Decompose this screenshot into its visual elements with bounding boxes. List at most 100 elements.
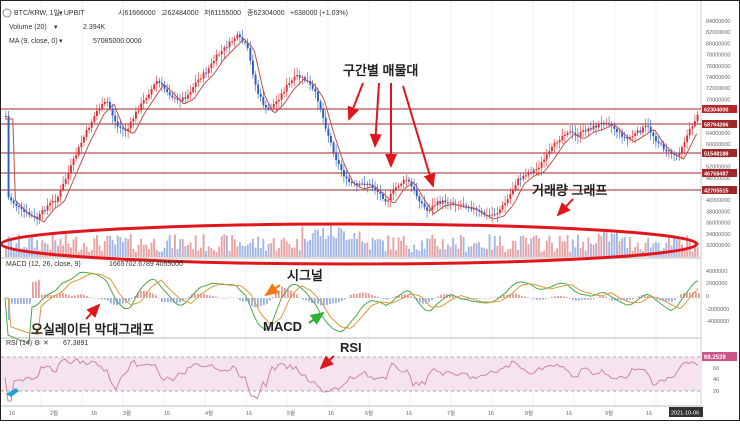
candle-body	[592, 125, 595, 130]
volume-bar	[486, 248, 488, 257]
candle-body	[686, 135, 689, 142]
macd-histogram-bar	[290, 290, 292, 298]
volume-bar	[101, 250, 104, 257]
macd-legend-label[interactable]: MACD (12, 26, close, 9)	[6, 261, 81, 268]
macd-histogram-bar	[422, 298, 424, 304]
volume-bar	[335, 238, 338, 257]
candle-body	[423, 203, 426, 208]
candle-body	[608, 123, 611, 125]
volume-bar	[332, 236, 335, 257]
candle-body	[392, 189, 395, 194]
chevron-down-icon[interactable]: ▾	[59, 38, 63, 45]
candle-body	[59, 189, 62, 197]
time-axis-label: 16	[566, 411, 572, 417]
volume-bar	[470, 246, 473, 257]
volume-bar	[397, 237, 400, 257]
candle-body	[538, 167, 540, 170]
candle-body	[379, 192, 382, 194]
volume-bar	[600, 235, 603, 257]
volume-bar	[618, 241, 621, 257]
macd-histogram-bar	[281, 286, 283, 298]
candle-body	[506, 199, 509, 204]
volume-legend-label[interactable]: Volume (20)	[9, 24, 47, 31]
macd-histogram-bar	[656, 298, 658, 300]
chevron-down-icon[interactable]: ▾	[54, 24, 58, 31]
candle-body	[496, 213, 499, 215]
candle-body	[140, 103, 143, 111]
volume-bar	[106, 235, 109, 257]
candle-body	[267, 107, 270, 109]
volume-bar	[311, 233, 314, 257]
volume-bar	[249, 242, 252, 257]
candle-body	[205, 72, 208, 74]
ohlc-close: 종62304000	[247, 9, 285, 17]
volume-bar	[187, 244, 189, 257]
candle-body	[421, 201, 423, 204]
candle-body	[639, 130, 642, 133]
symbol-title[interactable]: BTC/KRW, 1일, UPBIT	[14, 8, 85, 17]
macd-histogram-bar	[89, 297, 91, 298]
volume-bar	[59, 238, 62, 257]
candle-body	[691, 126, 694, 129]
candle-body	[309, 81, 312, 85]
candle-body	[514, 185, 517, 190]
volume-bar	[535, 235, 538, 257]
volume-bar	[293, 247, 296, 257]
volume-bar	[408, 248, 410, 257]
candle-body	[10, 197, 13, 201]
candle-body	[57, 196, 59, 202]
volume-bar	[597, 233, 600, 257]
ma-legend-label[interactable]: MA (9, close, 0)	[9, 38, 58, 45]
candle-body	[387, 200, 390, 202]
macd-histogram-bar	[677, 297, 679, 299]
candle-body	[519, 178, 522, 180]
macd-histogram-bar	[413, 298, 415, 299]
macd-histogram-bar	[194, 293, 196, 298]
annotation-arrow	[308, 311, 325, 325]
macd-histogram-bar	[377, 296, 379, 298]
candle-body	[150, 89, 153, 95]
macd-histogram-bar	[44, 294, 46, 298]
price-axis-label: 80000000	[706, 41, 730, 47]
volume-bar	[675, 238, 678, 257]
candle-body	[207, 68, 210, 74]
candle-body	[600, 122, 603, 125]
candle-body	[148, 94, 150, 99]
candle-body	[145, 98, 148, 101]
candle-body	[98, 109, 101, 111]
volume-bar	[80, 249, 83, 257]
macd-histogram-bar	[467, 298, 469, 300]
level-badge-text: 51548188	[704, 152, 728, 158]
volume-bar	[62, 245, 65, 257]
volume-bar	[298, 250, 301, 257]
annotation-arrow	[347, 82, 364, 121]
volume-bar	[366, 242, 369, 257]
volume-bar	[200, 247, 202, 257]
candle-body	[106, 101, 109, 103]
close-icon[interactable]: ✕	[43, 340, 49, 347]
macd-histogram-bar	[545, 298, 547, 299]
candle-body	[129, 121, 132, 129]
volume-bar	[434, 238, 436, 257]
macd-histogram-bar	[101, 298, 103, 300]
candle-body	[197, 79, 200, 83]
candle-body	[241, 37, 244, 42]
macd-histogram-bar	[245, 298, 247, 302]
candle-body	[223, 47, 226, 51]
chevron-down-icon[interactable]: ▾	[59, 10, 63, 17]
rsi-legend-label[interactable]: RSI (14)	[6, 340, 32, 347]
candle-body	[20, 206, 23, 210]
candle-body	[350, 181, 353, 183]
ma-line	[5, 38, 698, 223]
candle-body	[317, 91, 319, 102]
macd-histogram-bar	[671, 298, 673, 302]
macd-histogram-bar	[572, 298, 574, 301]
candle-body	[80, 142, 83, 148]
candle-body	[668, 150, 670, 152]
volume-bar	[525, 237, 527, 257]
macd-histogram-bar	[56, 295, 58, 298]
volume-bar	[668, 235, 670, 257]
settings-icon[interactable]: ⚙	[34, 339, 40, 347]
